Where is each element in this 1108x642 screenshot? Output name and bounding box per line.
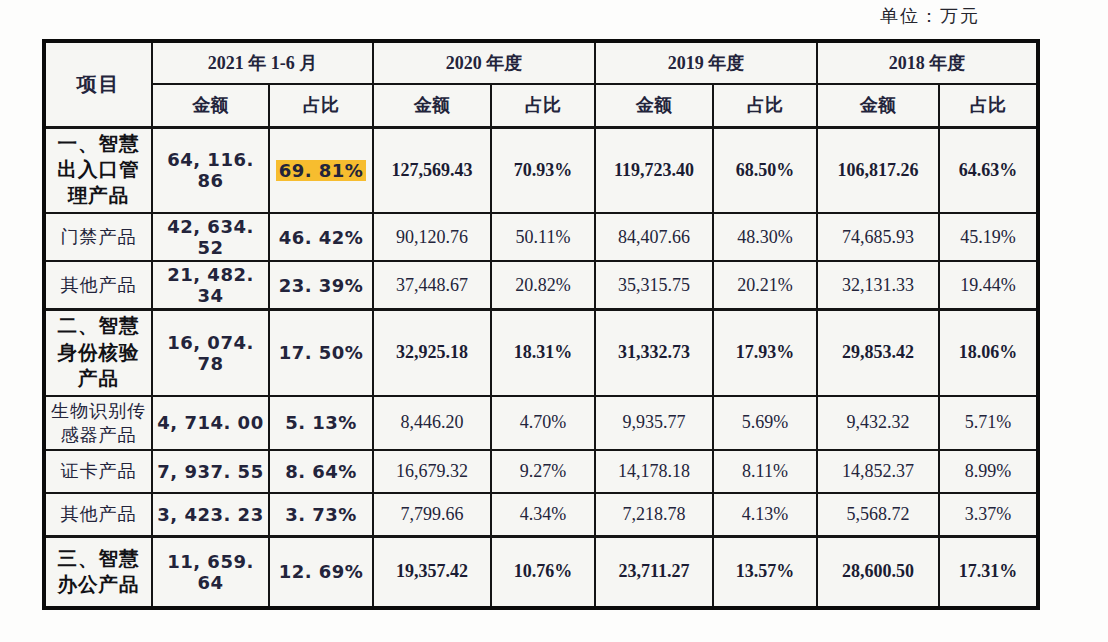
table-row: 门禁产品42, 634. 5246. 42%90,120.7650.11%84,… bbox=[44, 213, 1038, 261]
column-header-amount: 金额 bbox=[817, 84, 939, 127]
ratio-cell: 4.34% bbox=[491, 493, 595, 536]
ratio-cell: 8.99% bbox=[939, 450, 1038, 493]
amount-cell: 32,925.18 bbox=[373, 310, 491, 396]
ratio-cell: 13.57% bbox=[713, 536, 817, 608]
amount-cell: 29,853.42 bbox=[817, 310, 939, 396]
ratio-cell: 4.13% bbox=[713, 493, 817, 536]
amount-cell: 37,448.67 bbox=[373, 261, 491, 310]
amount-cell: 64, 116. 86 bbox=[152, 127, 269, 213]
amount-cell: 3, 423. 23 bbox=[152, 493, 269, 536]
ratio-cell: 10.76% bbox=[491, 536, 595, 608]
amount-cell: 74,685.93 bbox=[817, 213, 939, 261]
ratio-cell: 3.37% bbox=[939, 493, 1038, 536]
amount-cell: 23,711.27 bbox=[595, 536, 713, 608]
amount-cell: 90,120.76 bbox=[373, 213, 491, 261]
amount-cell: 4, 714. 00 bbox=[152, 396, 269, 451]
ratio-cell: 20.21% bbox=[713, 261, 817, 310]
amount-cell: 19,357.42 bbox=[373, 536, 491, 608]
unit-label: 单位：万元 bbox=[880, 4, 980, 28]
column-header-year-2021: 2021 年 1-6 月 bbox=[152, 41, 373, 84]
amount-cell: 32,131.33 bbox=[817, 261, 939, 310]
column-header-amount: 金额 bbox=[152, 84, 269, 127]
amount-cell: 14,178.18 bbox=[595, 450, 713, 493]
table-row: 一、智慧出入口管理产品64, 116. 86 69. 81% 127,569.437… bbox=[44, 127, 1038, 213]
ratio-cell: 17.31% bbox=[939, 536, 1038, 608]
ratio-cell: 50.11% bbox=[491, 213, 595, 261]
amount-cell: 42, 634. 52 bbox=[152, 213, 269, 261]
column-header-year-2019: 2019 年度 bbox=[595, 41, 817, 84]
row-label: 其他产品 bbox=[44, 261, 152, 310]
table-row: 其他产品21, 482. 3423. 39%37,448.6720.82%35,… bbox=[44, 261, 1038, 310]
amount-cell: 84,407.66 bbox=[595, 213, 713, 261]
header-row-years: 项目 2021 年 1-6 月 2020 年度 2019 年度 2018 年度 bbox=[44, 41, 1038, 84]
amount-cell: 35,315.75 bbox=[595, 261, 713, 310]
revenue-breakdown-table: 项目 2021 年 1-6 月 2020 年度 2019 年度 2018 年度 … bbox=[42, 39, 1040, 610]
amount-cell: 21, 482. 34 bbox=[152, 261, 269, 310]
amount-cell: 16,679.32 bbox=[373, 450, 491, 493]
ratio-cell: 4.70% bbox=[491, 396, 595, 451]
ratio-cell: 18.06% bbox=[939, 310, 1038, 396]
ratio-cell: 68.50% bbox=[713, 127, 817, 213]
table-row: 二、智慧身份核验产品16, 074. 7817. 50%32,925.1818.… bbox=[44, 310, 1038, 396]
table-row: 证卡产品7, 937. 558. 64%16,679.329.27%14,178… bbox=[44, 450, 1038, 493]
ratio-cell: 9.27% bbox=[491, 450, 595, 493]
column-header-amount: 金额 bbox=[373, 84, 491, 127]
column-header-ratio: 占比 bbox=[713, 84, 817, 127]
amount-cell: 9,935.77 bbox=[595, 396, 713, 451]
ratio-cell: 46. 42% bbox=[269, 213, 373, 261]
ratio-cell: 69. 81% bbox=[269, 127, 373, 213]
highlighted-value: 69. 81% bbox=[276, 160, 367, 181]
ratio-cell: 70.93% bbox=[491, 127, 595, 213]
ratio-cell: 17. 50% bbox=[269, 310, 373, 396]
amount-cell: 11, 659. 64 bbox=[152, 536, 269, 608]
row-label: 三、智慧办公产品 bbox=[44, 536, 152, 608]
ratio-cell: 20.82% bbox=[491, 261, 595, 310]
row-label: 其他产品 bbox=[44, 493, 152, 536]
amount-cell: 14,852.37 bbox=[817, 450, 939, 493]
column-header-item: 项目 bbox=[44, 41, 152, 127]
amount-cell: 28,600.50 bbox=[817, 536, 939, 608]
document-page: 单位：万元 项目 2021 年 1-6 月 2020 年度 2019 年度 20… bbox=[0, 0, 1108, 642]
ratio-cell: 17.93% bbox=[713, 310, 817, 396]
amount-cell: 7,799.66 bbox=[373, 493, 491, 536]
amount-cell: 31,332.73 bbox=[595, 310, 713, 396]
ratio-cell: 5. 13% bbox=[269, 396, 373, 451]
table-row: 三、智慧办公产品11, 659. 6412. 69%19,357.4210.76… bbox=[44, 536, 1038, 608]
column-header-ratio: 占比 bbox=[491, 84, 595, 127]
ratio-cell: 8.11% bbox=[713, 450, 817, 493]
amount-cell: 127,569.43 bbox=[373, 127, 491, 213]
row-label: 生物识别传感器产品 bbox=[44, 396, 152, 451]
table-row: 生物识别传感器产品4, 714. 005. 13%8,446.204.70%9,… bbox=[44, 396, 1038, 451]
column-header-amount: 金额 bbox=[595, 84, 713, 127]
ratio-cell: 48.30% bbox=[713, 213, 817, 261]
ratio-cell: 5.69% bbox=[713, 396, 817, 451]
ratio-cell: 5.71% bbox=[939, 396, 1038, 451]
amount-cell: 119,723.40 bbox=[595, 127, 713, 213]
amount-cell: 7, 937. 55 bbox=[152, 450, 269, 493]
row-label: 一、智慧出入口管理产品 bbox=[44, 127, 152, 213]
amount-cell: 16, 074. 78 bbox=[152, 310, 269, 396]
ratio-cell: 3. 73% bbox=[269, 493, 373, 536]
ratio-cell: 45.19% bbox=[939, 213, 1038, 261]
amount-cell: 106,817.26 bbox=[817, 127, 939, 213]
amount-cell: 8,446.20 bbox=[373, 396, 491, 451]
column-header-year-2018: 2018 年度 bbox=[817, 41, 1038, 84]
row-label: 证卡产品 bbox=[44, 450, 152, 493]
amount-cell: 5,568.72 bbox=[817, 493, 939, 536]
ratio-cell: 64.63% bbox=[939, 127, 1038, 213]
column-header-ratio: 占比 bbox=[269, 84, 373, 127]
ratio-cell: 18.31% bbox=[491, 310, 595, 396]
ratio-cell: 19.44% bbox=[939, 261, 1038, 310]
ratio-cell: 12. 69% bbox=[269, 536, 373, 608]
column-header-ratio: 占比 bbox=[939, 84, 1038, 127]
amount-cell: 9,432.32 bbox=[817, 396, 939, 451]
table-row: 其他产品3, 423. 233. 73%7,799.664.34%7,218.7… bbox=[44, 493, 1038, 536]
amount-cell: 7,218.78 bbox=[595, 493, 713, 536]
row-label: 门禁产品 bbox=[44, 213, 152, 261]
column-header-year-2020: 2020 年度 bbox=[373, 41, 595, 84]
ratio-cell: 23. 39% bbox=[269, 261, 373, 310]
row-label: 二、智慧身份核验产品 bbox=[44, 310, 152, 396]
header-row-subheaders: 金额 占比 金额 占比 金额 占比 金额 占比 bbox=[44, 84, 1038, 127]
ratio-cell: 8. 64% bbox=[269, 450, 373, 493]
